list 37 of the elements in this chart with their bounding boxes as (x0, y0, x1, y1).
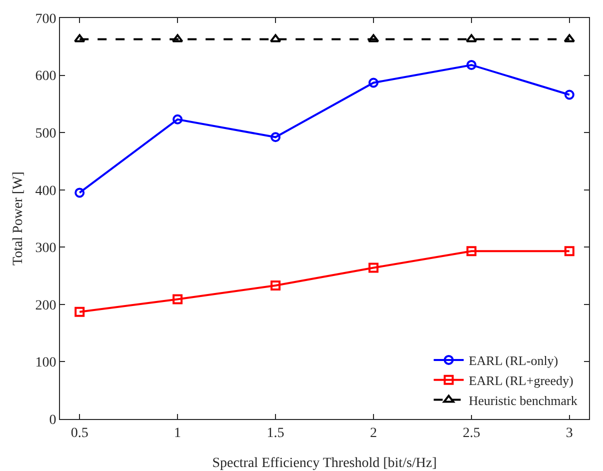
point (564, 90, 574, 100)
y-tick-label: 500 (35, 126, 56, 142)
point (74, 188, 85, 198)
legend-label: EARL (RL-only) (468, 353, 558, 368)
x-axis-title: Spectral Efficiency Threshold [bit/s/Hz] (212, 456, 437, 471)
legend-label: Heuristic benchmark (468, 392, 578, 408)
point (466, 60, 476, 70)
point (466, 246, 476, 256)
y-tick-label: 300 (35, 241, 56, 256)
point (368, 34, 380, 42)
x-tick-label: 2 (370, 426, 377, 441)
y-tick-label: 400 (35, 184, 56, 199)
point (270, 132, 281, 142)
x-tick-label: 1 (174, 426, 182, 441)
point (74, 34, 86, 42)
point (74, 306, 85, 317)
y-tick-label: 200 (35, 298, 56, 314)
point (368, 78, 378, 88)
point (564, 246, 574, 256)
point (368, 262, 378, 273)
point (172, 114, 183, 124)
point (172, 294, 183, 304)
y-tick-label: 700 (35, 12, 56, 27)
point (270, 34, 282, 42)
x-tick-label: 2.5 (462, 426, 480, 441)
point (466, 34, 478, 42)
x-tick-label: 3 (566, 426, 573, 441)
y-axis-title: Total Power [W] (11, 172, 26, 266)
y-tick-label: 100 (35, 356, 56, 371)
y-tick-label: 0 (49, 412, 56, 428)
point (270, 280, 281, 291)
x-tick-label: 0.5 (70, 426, 88, 441)
point (564, 34, 576, 42)
x-tick-label: 1.5 (266, 426, 284, 441)
y-tick-label: 600 (35, 69, 56, 84)
legend-label: EARL (RL+greedy) (468, 372, 574, 388)
point (172, 34, 184, 42)
